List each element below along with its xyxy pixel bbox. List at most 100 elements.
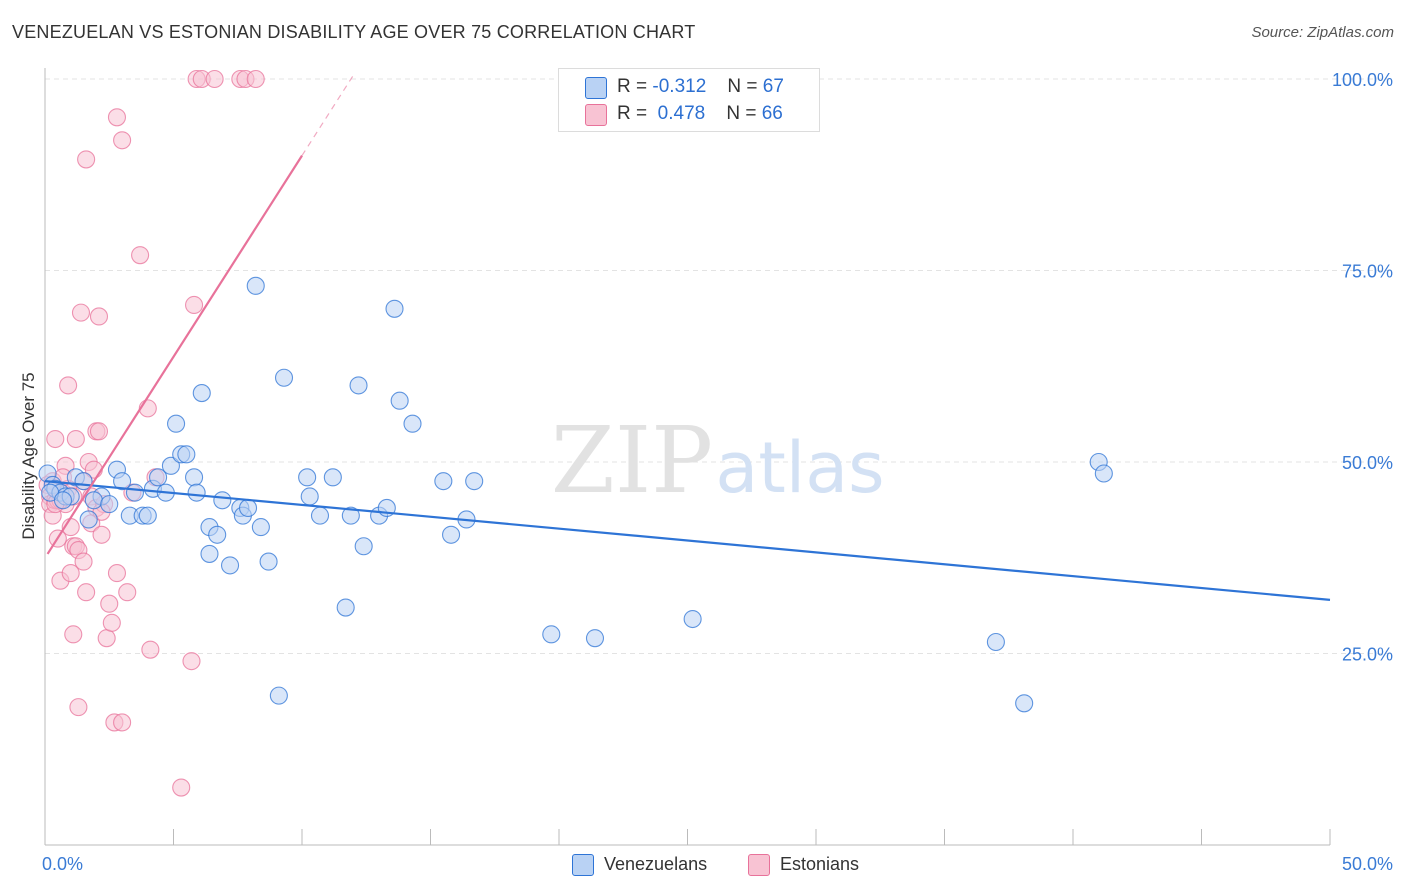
estonian-point	[92, 525, 111, 544]
y-tick-label: 100.0%	[1332, 70, 1393, 90]
venezuelan-point	[113, 472, 132, 491]
estonian-point	[74, 552, 93, 571]
venezuelan-point	[185, 468, 204, 487]
venezuelan-point	[100, 495, 119, 514]
y-tick-label: 75.0%	[1342, 262, 1393, 282]
estonians-swatch	[585, 104, 607, 126]
x-tick-label: 0.0%	[42, 854, 83, 874]
estonian-point	[77, 150, 96, 169]
estonian-point	[141, 640, 160, 659]
venezuelan-point	[84, 491, 103, 510]
venezuelans-n-value: 67	[762, 76, 784, 97]
estonian-point	[59, 376, 78, 395]
watermark-atlas: atlas	[715, 427, 884, 509]
venezuelan-point	[354, 537, 373, 556]
venezuelan-point	[465, 472, 484, 491]
estonian-point	[185, 295, 204, 315]
estonian-point	[182, 652, 201, 671]
venezuelan-point	[187, 483, 206, 502]
estonian-point	[46, 429, 65, 449]
venezuelans-swatch	[585, 77, 607, 99]
venezuelan-point	[390, 391, 409, 410]
venezuelan-point	[200, 544, 219, 563]
watermark-zip: ZIP	[551, 407, 713, 514]
venezuelan-point	[542, 625, 561, 644]
estonian-point	[113, 131, 132, 150]
estonian-point	[89, 422, 109, 441]
venezuelan-point	[986, 632, 1005, 652]
venezuelan-point	[167, 414, 186, 433]
venezuelan-point	[125, 483, 144, 502]
venezuelan-point	[434, 472, 453, 491]
estonian-point	[246, 69, 265, 89]
venezuelans-r-value: -0.312	[652, 76, 707, 97]
venezuelan-point	[442, 525, 461, 544]
estonian-point	[97, 629, 116, 648]
venezuelan-point	[683, 609, 702, 629]
venezuelan-point	[177, 445, 196, 464]
estonians-trend-extension	[301, 74, 354, 156]
venezuelan-point	[138, 506, 157, 525]
r-label: R =	[617, 76, 648, 97]
venezuelan-point	[274, 368, 294, 387]
grid-lines	[45, 78, 1392, 654]
venezuelan-point	[79, 510, 98, 529]
venezuelan-point	[310, 506, 330, 525]
estonian-point	[113, 713, 132, 732]
estonians-n-value: 66	[761, 103, 783, 124]
venezuelan-point	[336, 598, 355, 617]
source-label: Source: ZipAtlas.com	[1251, 24, 1394, 41]
r-label: R =	[617, 103, 648, 124]
estonians-legend-swatch	[748, 854, 770, 876]
y-axis-label: Disability Age Over 75	[19, 372, 38, 539]
correlation-legend: R = -0.312 N = 67 R = 0.478 N = 66	[558, 68, 820, 132]
venezuelan-point	[298, 468, 317, 487]
venezuelan-point	[149, 468, 168, 487]
venezuelan-point	[246, 276, 265, 295]
venezuelans-legend-label: Venezuelans	[604, 854, 708, 874]
venezuelan-point	[208, 525, 227, 544]
venezuelan-point	[1015, 694, 1034, 713]
venezuelan-point	[385, 299, 404, 318]
estonian-point	[107, 108, 127, 127]
venezuelan-point	[403, 414, 422, 433]
estonian-point	[100, 594, 119, 613]
data-points	[38, 69, 1113, 797]
venezuelan-point	[1094, 464, 1113, 483]
estonian-point	[77, 583, 96, 602]
estonian-point	[138, 399, 157, 418]
venezuelans-legend-swatch	[572, 854, 594, 876]
venezuelan-point	[323, 468, 342, 487]
n-label: N =	[727, 76, 758, 97]
estonian-point	[66, 429, 85, 449]
chart-title: VENEZUELAN VS ESTONIAN DISABILITY AGE OV…	[12, 22, 696, 42]
venezuelan-point	[220, 556, 240, 575]
venezuelan-point	[238, 498, 258, 518]
estonians-legend-label: Estonians	[780, 854, 860, 874]
venezuelan-point	[192, 384, 211, 403]
estonian-point	[64, 625, 83, 644]
estonian-point	[118, 583, 137, 602]
y-tick-label: 50.0%	[1342, 453, 1393, 473]
axes	[44, 68, 1331, 846]
estonian-point	[107, 564, 127, 583]
venezuelan-point	[251, 518, 270, 537]
estonians-trend-line	[46, 155, 303, 555]
y-tick-label: 25.0%	[1342, 645, 1393, 665]
venezuelan-point	[585, 629, 605, 648]
estonian-point	[102, 613, 121, 632]
estonian-point	[61, 564, 80, 583]
venezuelan-point	[259, 552, 278, 571]
venezuelans-trend-line	[44, 480, 1331, 601]
estonian-point	[71, 303, 91, 322]
venezuelan-point	[269, 686, 288, 705]
venezuelan-point	[213, 491, 232, 510]
estonians-r-value: 0.478	[657, 103, 706, 124]
venezuelan-point	[53, 491, 73, 510]
x-tick-label: 50.0%	[1342, 854, 1393, 874]
venezuelan-point	[341, 506, 360, 525]
estonian-point	[69, 698, 88, 717]
venezuelan-point	[349, 376, 368, 395]
watermark: ZIP atlas	[551, 407, 885, 514]
